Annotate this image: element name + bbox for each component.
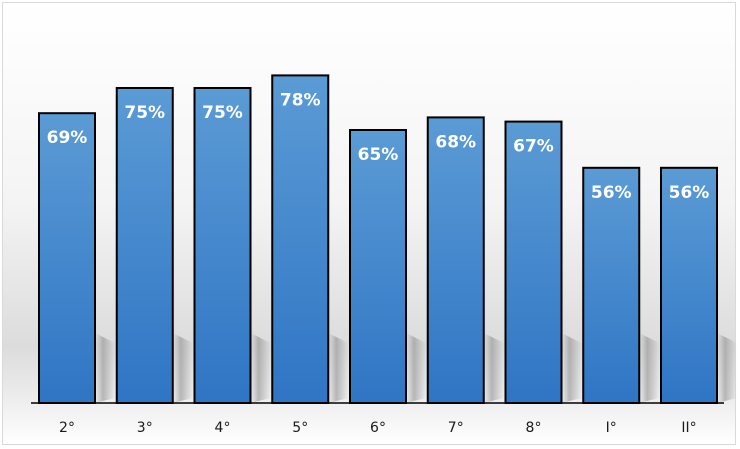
bar-shadow xyxy=(483,333,504,403)
bar-shadow xyxy=(406,333,426,403)
bar-data-label: 75% xyxy=(202,103,243,123)
bar xyxy=(271,74,330,405)
bar-shadow xyxy=(561,333,582,403)
x-axis-tick-labels: 2° 3° 4° 5° 6° 7° 8° I° II° xyxy=(59,420,697,436)
bar-shadow xyxy=(717,333,737,403)
bar xyxy=(660,166,718,404)
bar xyxy=(38,112,96,404)
x-tick-label: 8° xyxy=(526,420,542,436)
bar-data-label: 56% xyxy=(591,183,632,203)
bar xyxy=(349,129,407,404)
bar xyxy=(582,166,641,404)
x-tick-label: 3° xyxy=(137,420,153,436)
bar-data-label: 78% xyxy=(280,90,321,110)
bar-data-label: 67% xyxy=(513,137,554,157)
x-tick-label: 2° xyxy=(59,420,75,436)
bar-shadow xyxy=(172,333,193,403)
bar xyxy=(193,87,252,404)
bar-shadows xyxy=(95,333,737,403)
bar-data-label: 69% xyxy=(47,128,88,148)
x-tick-label: 5° xyxy=(292,420,308,436)
bar xyxy=(426,116,485,405)
bar-data-label: 56% xyxy=(669,183,710,203)
x-tick-label: 6° xyxy=(370,420,386,436)
x-tick-label: I° xyxy=(606,420,617,436)
data-labels: 69% 75% 75% 78% 65% 68% 67% 56% 56% xyxy=(47,90,710,202)
x-tick-label: 4° xyxy=(215,420,231,436)
bar xyxy=(115,87,174,404)
x-tick-label: 7° xyxy=(448,420,464,436)
bar-shadow xyxy=(95,333,115,403)
x-tick-label: II° xyxy=(681,420,696,436)
bar-data-label: 65% xyxy=(358,145,399,165)
bar-shadow xyxy=(639,333,660,403)
bar-data-label: 75% xyxy=(124,103,165,123)
bar-shadow xyxy=(250,333,271,403)
bar-series xyxy=(38,74,718,405)
bar-shadow xyxy=(328,333,349,403)
bar-data-label: 68% xyxy=(435,132,476,152)
bar xyxy=(504,120,563,404)
